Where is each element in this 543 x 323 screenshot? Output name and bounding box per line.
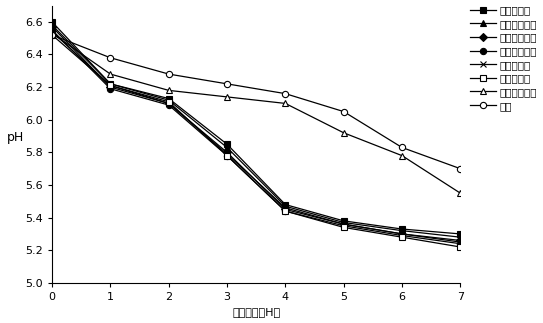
ラムノース: [282, 206, 289, 210]
対照: [166, 72, 172, 76]
ガラクトース: [340, 221, 347, 224]
グルコース: [224, 142, 230, 146]
キシリトール: [224, 95, 230, 99]
フルクトース: [457, 238, 464, 242]
Line: ガラクトース: ガラクトース: [49, 22, 463, 240]
ガラクトース: [49, 23, 55, 27]
アラビノース: [282, 209, 289, 213]
グルコース: [457, 232, 464, 236]
キシロース: [49, 33, 55, 37]
ガラクトース: [166, 98, 172, 102]
グルコース: [166, 97, 172, 100]
ラムノース: [399, 232, 405, 236]
Line: フルクトース: フルクトース: [49, 24, 463, 244]
対照: [49, 33, 55, 37]
キシロース: [340, 225, 347, 229]
ラムノース: [340, 222, 347, 226]
対照: [282, 92, 289, 96]
ラムノース: [107, 84, 113, 88]
アラビノース: [399, 234, 405, 237]
対照: [457, 167, 464, 171]
アラビノース: [107, 87, 113, 91]
フルクトース: [49, 25, 55, 29]
Legend: グルコース, ガラクトース, フルクトース, アラビノース, ラムノース, キシロース, キシリトール, 対照: グルコース, ガラクトース, フルクトース, アラビノース, ラムノース, キシ…: [470, 5, 538, 111]
キシリトール: [340, 131, 347, 135]
対照: [340, 109, 347, 113]
グルコース: [49, 20, 55, 24]
グルコース: [399, 227, 405, 231]
キシロース: [457, 245, 464, 249]
ガラクトース: [224, 146, 230, 150]
キシロース: [107, 84, 113, 88]
キシロース: [399, 235, 405, 239]
アラビノース: [457, 242, 464, 246]
アラビノース: [224, 154, 230, 158]
Line: 対照: 対照: [49, 32, 463, 172]
Y-axis label: pH: pH: [7, 131, 24, 144]
Line: キシロース: キシロース: [49, 32, 463, 250]
アラビノース: [166, 103, 172, 107]
キシリトール: [166, 89, 172, 92]
ガラクトース: [282, 204, 289, 208]
フルクトース: [224, 151, 230, 154]
ラムノース: [49, 30, 55, 34]
対照: [224, 82, 230, 86]
キシリトール: [282, 101, 289, 105]
フルクトース: [166, 101, 172, 105]
フルクトース: [107, 85, 113, 89]
フルクトース: [282, 207, 289, 211]
キシリトール: [107, 72, 113, 76]
キシリトール: [399, 154, 405, 158]
ガラクトース: [399, 229, 405, 233]
アラビノース: [340, 224, 347, 228]
ラムノース: [457, 240, 464, 244]
対照: [107, 56, 113, 60]
ラムノース: [166, 101, 172, 105]
キシロース: [282, 209, 289, 213]
Line: アラビノース: アラビノース: [49, 27, 463, 247]
Line: ラムノース: ラムノース: [49, 28, 463, 245]
キシロース: [166, 100, 172, 104]
グルコース: [282, 203, 289, 206]
キシロース: [224, 154, 230, 158]
キシリトール: [49, 31, 55, 35]
アラビノース: [49, 28, 55, 32]
Line: グルコース: グルコース: [49, 19, 463, 237]
フルクトース: [399, 232, 405, 236]
Line: キシリトール: キシリトール: [49, 30, 463, 196]
X-axis label: 発酵時間（H）: 発酵時間（H）: [232, 307, 280, 318]
ラムノース: [224, 152, 230, 156]
ガラクトース: [107, 82, 113, 86]
フルクトース: [340, 222, 347, 226]
キシリトール: [457, 191, 464, 195]
ガラクトース: [457, 235, 464, 239]
グルコース: [340, 219, 347, 223]
対照: [399, 146, 405, 150]
グルコース: [107, 82, 113, 86]
